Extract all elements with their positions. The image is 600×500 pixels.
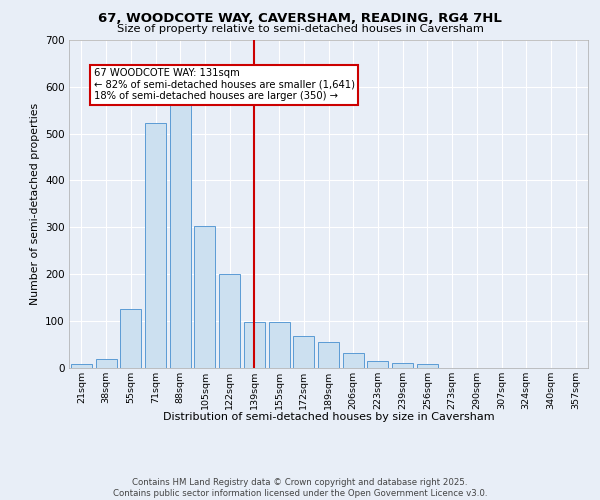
Text: 67, WOODCOTE WAY, CAVERSHAM, READING, RG4 7HL: 67, WOODCOTE WAY, CAVERSHAM, READING, RG…	[98, 12, 502, 24]
Bar	[145, 124, 166, 368]
Bar	[417, 364, 438, 368]
Bar	[367, 362, 388, 368]
Bar	[343, 354, 364, 368]
Bar	[392, 363, 413, 368]
Bar	[170, 97, 191, 367]
Y-axis label: Number of semi-detached properties: Number of semi-detached properties	[29, 102, 40, 305]
Bar	[293, 336, 314, 368]
Bar	[120, 309, 141, 368]
Bar	[244, 322, 265, 368]
Bar	[219, 274, 240, 368]
Bar	[71, 364, 92, 368]
Bar	[95, 359, 116, 368]
Text: Contains HM Land Registry data © Crown copyright and database right 2025.
Contai: Contains HM Land Registry data © Crown c…	[113, 478, 487, 498]
Bar	[318, 342, 339, 367]
Text: Size of property relative to semi-detached houses in Caversham: Size of property relative to semi-detach…	[116, 24, 484, 34]
Bar	[269, 322, 290, 368]
Text: 67 WOODCOTE WAY: 131sqm
← 82% of semi-detached houses are smaller (1,641)
18% of: 67 WOODCOTE WAY: 131sqm ← 82% of semi-de…	[94, 68, 355, 102]
Text: Distribution of semi-detached houses by size in Caversham: Distribution of semi-detached houses by …	[163, 412, 494, 422]
Bar	[194, 226, 215, 368]
